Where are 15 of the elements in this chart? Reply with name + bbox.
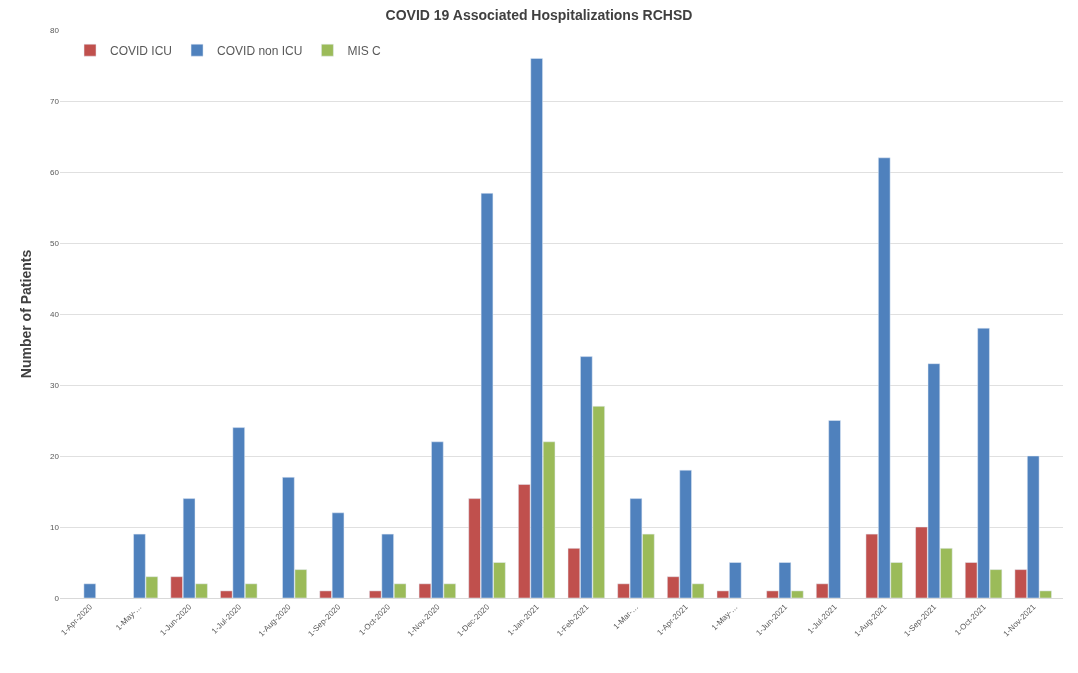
legend-label: MIS C — [347, 43, 382, 58]
bar — [83, 583, 96, 598]
y-tick-label: 80 — [50, 25, 60, 35]
y-tick-label: 60 — [50, 167, 60, 177]
legend-label: COVID ICU — [110, 43, 173, 58]
chart-title: COVID 19 Associated Hospitalizations RCHSD — [385, 6, 693, 23]
y-tick-label: 40 — [50, 309, 60, 319]
y-tick-label: 30 — [50, 380, 60, 390]
y-tick-label: 20 — [50, 451, 60, 461]
y-tick-label: 70 — [50, 96, 60, 106]
legend-label: COVID non ICU — [217, 43, 303, 58]
y-tick-label: 0 — [54, 593, 60, 603]
y-axis-title: Number of Patients — [17, 249, 34, 379]
y-tick-label: 10 — [50, 522, 60, 532]
y-tick-label: 50 — [50, 238, 60, 248]
